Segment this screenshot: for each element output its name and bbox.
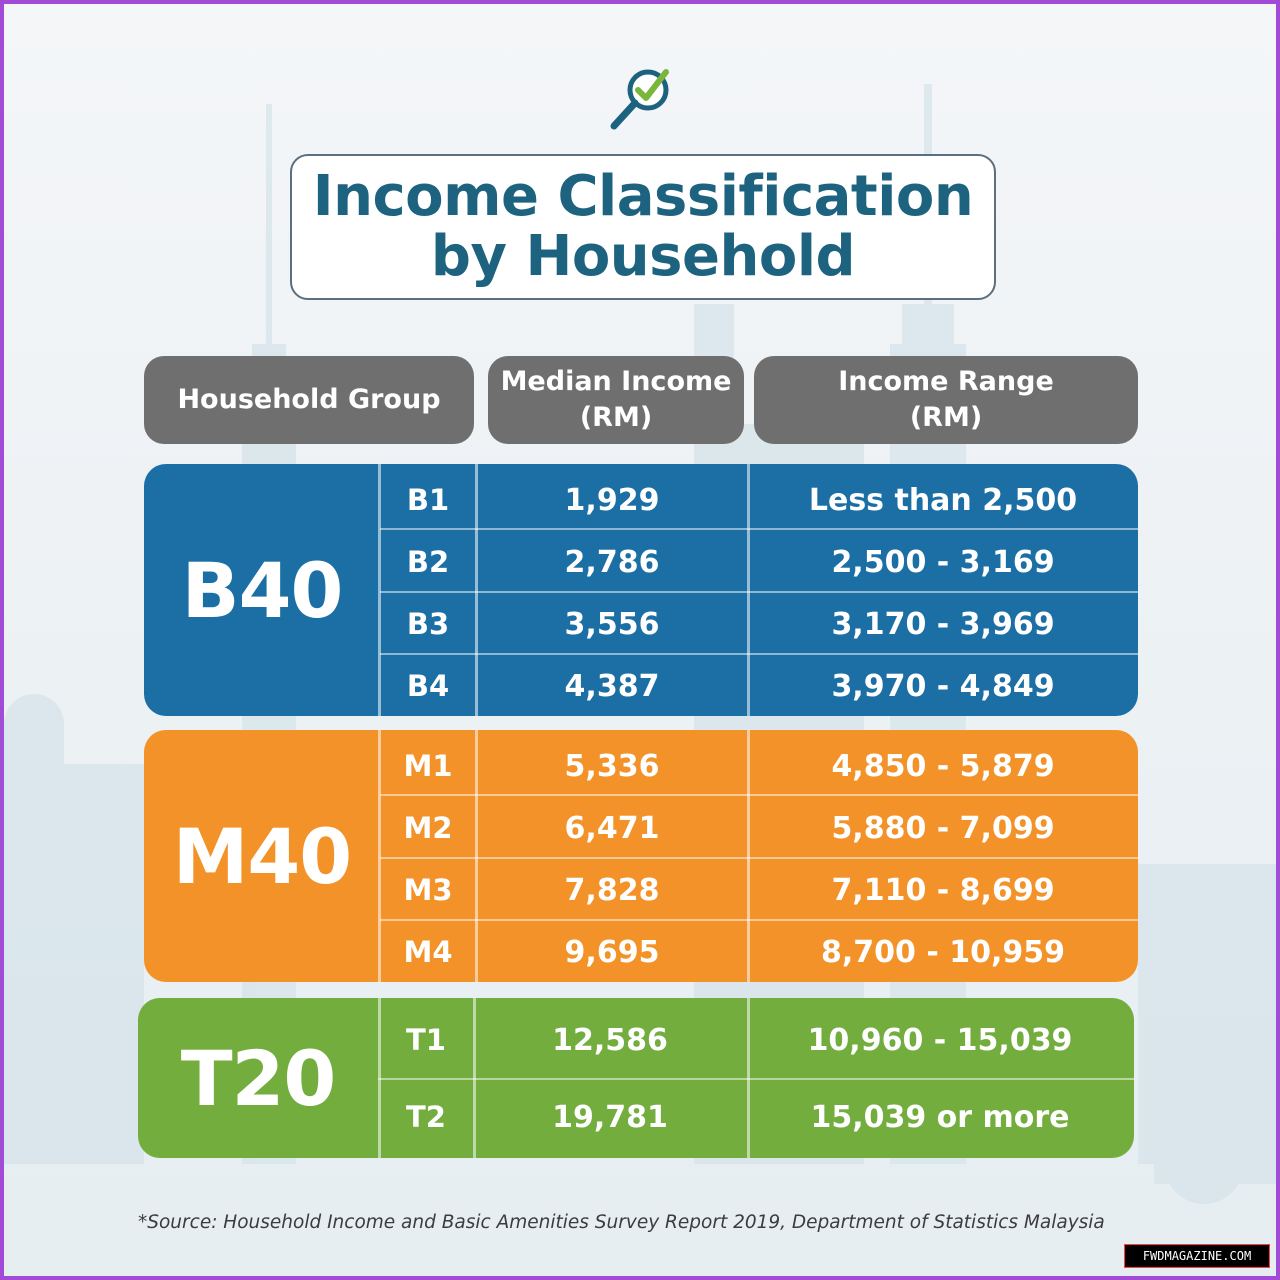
divider (475, 464, 478, 716)
group-label-m40: M40 (172, 811, 352, 901)
range-cell: 8,700 - 10,959 (821, 934, 1065, 970)
median-cell: 5,336 (564, 748, 660, 784)
median-cell: 1,929 (564, 482, 660, 518)
header-household-group-label: Household Group (177, 384, 441, 415)
title-box: Income Classification by Household (290, 154, 996, 300)
median-cell: 9,695 (564, 934, 660, 970)
range-cell: Less than 2,500 (808, 482, 1078, 518)
divider (378, 730, 381, 982)
group-label-t20: T20 (180, 1033, 337, 1123)
subgroup-cell: M1 (403, 749, 453, 783)
divider (747, 464, 750, 716)
subgroup-cell: T1 (406, 1023, 446, 1057)
range-cell: 4,850 - 5,879 (831, 748, 1055, 784)
divider (380, 528, 1138, 530)
subgroup-cell: B1 (406, 483, 450, 517)
median-cell: 7,828 (564, 872, 660, 908)
group-block-t20: T20 T1 12,586 10,960 - 15,039 T2 19,781 … (138, 998, 1134, 1158)
divider (380, 857, 1138, 859)
table-row: T2 19,781 15,039 or more (378, 1080, 1134, 1154)
group-label-b40: B40 (181, 545, 344, 635)
header-median-income: Median Income (RM) (488, 356, 744, 444)
range-cell: 2,500 - 3,169 (831, 544, 1055, 580)
median-cell: 6,471 (564, 810, 660, 846)
subgroup-cell: B2 (406, 545, 450, 579)
median-cell: 4,387 (564, 668, 660, 704)
median-cell: 2,786 (564, 544, 660, 580)
header-household-group: Household Group (144, 356, 474, 444)
divider (380, 794, 1138, 796)
table-row: M2 6,471 5,880 - 7,099 (380, 798, 1138, 858)
header-income-range: Income Range (RM) (754, 356, 1138, 444)
subgroup-cell: M4 (403, 935, 453, 969)
range-cell: 15,039 or more (810, 1099, 1070, 1135)
header-median-income-line-2: (RM) (579, 402, 653, 433)
header-income-range-line-1: Income Range (838, 366, 1054, 397)
subgroup-cell: T2 (406, 1100, 446, 1134)
table-row: M4 9,695 8,700 - 10,959 (380, 922, 1138, 982)
range-cell: 3,170 - 3,969 (831, 606, 1055, 642)
table-row: B4 4,387 3,970 - 4,849 (380, 656, 1138, 716)
magnifier-check-icon (610, 69, 669, 130)
range-cell: 10,960 - 15,039 (807, 1022, 1073, 1058)
source-note: *Source: Household Income and Basic Amen… (138, 1212, 1105, 1233)
divider (380, 591, 1138, 593)
title-line-1: Income Classification (312, 164, 974, 229)
divider (747, 730, 750, 982)
divider (475, 730, 478, 982)
median-cell: 12,586 (552, 1022, 668, 1058)
table-row: B1 1,929 Less than 2,500 (380, 468, 1138, 532)
header-income-range-line-2: (RM) (909, 402, 983, 433)
range-cell: 7,110 - 8,699 (831, 872, 1055, 908)
divider (380, 919, 1138, 921)
divider (380, 653, 1138, 655)
table-row: M3 7,828 7,110 - 8,699 (380, 860, 1138, 920)
subgroup-cell: B3 (406, 607, 450, 641)
range-cell: 3,970 - 4,849 (831, 668, 1055, 704)
group-block-b40: B40 B1 1,929 Less than 2,500 B2 2,786 2,… (144, 464, 1138, 716)
subgroup-cell: M3 (403, 873, 453, 907)
divider (378, 464, 381, 716)
header-median-income-line-1: Median Income (500, 366, 732, 397)
divider (378, 1078, 1134, 1080)
table-row: T1 12,586 10,960 - 15,039 (378, 1002, 1134, 1078)
table-row: B3 3,556 3,170 - 3,969 (380, 594, 1138, 654)
range-cell: 5,880 - 7,099 (831, 810, 1055, 846)
group-block-m40: M40 M1 5,336 4,850 - 5,879 M2 6,471 5,88… (144, 730, 1138, 982)
table-row: M1 5,336 4,850 - 5,879 (380, 734, 1138, 798)
table-row: B2 2,786 2,500 - 3,169 (380, 532, 1138, 592)
median-cell: 3,556 (564, 606, 660, 642)
watermark: FWDMAGAZINE.COM (1124, 1244, 1270, 1268)
median-cell: 19,781 (552, 1099, 668, 1135)
title-line-2: by Household (430, 224, 856, 289)
subgroup-cell: B4 (406, 669, 450, 703)
subgroup-cell: M2 (403, 811, 453, 845)
